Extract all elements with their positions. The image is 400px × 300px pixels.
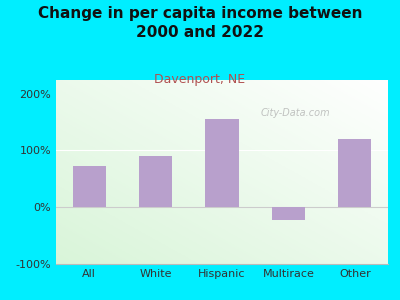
- Bar: [206, 119, 238, 207]
- Bar: [73, 167, 106, 207]
- Bar: [139, 156, 172, 207]
- Text: City-Data.com: City-Data.com: [260, 108, 330, 118]
- Bar: [272, 207, 305, 220]
- Text: Davenport, NE: Davenport, NE: [154, 74, 246, 86]
- Text: Change in per capita income between
2000 and 2022: Change in per capita income between 2000…: [38, 6, 362, 40]
- Bar: [338, 139, 372, 207]
